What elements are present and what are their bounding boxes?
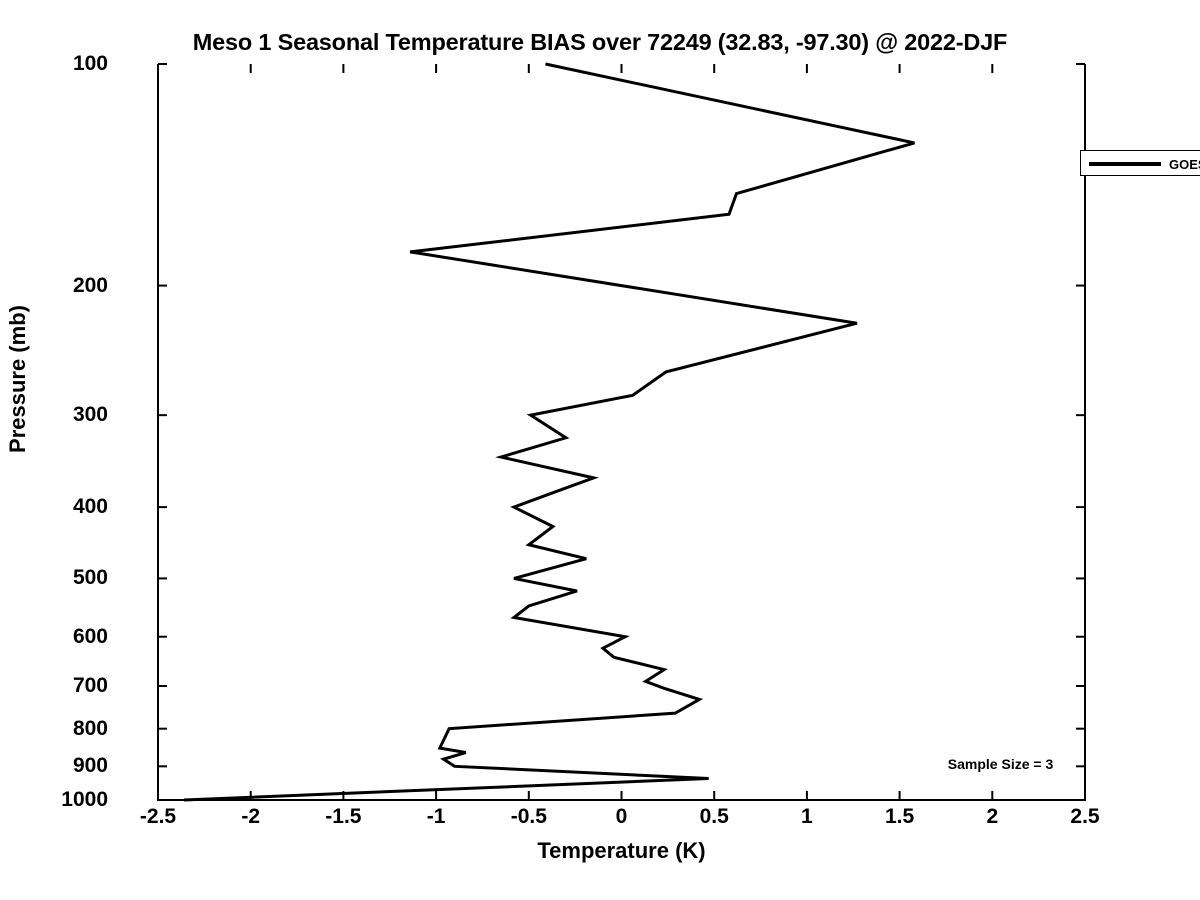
x-tick-label: -0.5	[510, 805, 547, 828]
y-tick-label: 900	[72, 754, 108, 778]
x-tick-label: -2	[241, 805, 261, 828]
x-tick-label: -1.5	[325, 805, 362, 828]
chart-title: Meso 1 Seasonal Temperature BIAS over 72…	[192, 29, 1008, 55]
axis-frame	[157, 64, 1086, 801]
y-tick-label: 1000	[61, 788, 108, 811]
y-tick-label: 700	[72, 673, 108, 697]
x-tick-label: 2.5	[1070, 805, 1100, 828]
x-tick-label: -2.5	[139, 805, 177, 828]
tick-marks	[157, 63, 1086, 801]
y-tick-label: 200	[72, 273, 108, 297]
y-tick-label: 800	[72, 716, 108, 740]
x-tick-label: 1.5	[884, 805, 915, 828]
x-tick-label: 1	[801, 805, 813, 828]
legend-line-swatch	[1089, 162, 1161, 166]
sample-size-annotation: Sample Size = 3	[947, 755, 1054, 772]
y-tick-label: 500	[72, 566, 108, 590]
y-tick-label: 600	[72, 624, 108, 648]
x-tick-label: -1	[426, 805, 446, 828]
y-tick-label: 100	[72, 52, 108, 75]
x-tick-label: 0.5	[699, 805, 729, 828]
x-tick-label: 0	[615, 805, 628, 828]
plot-svg	[157, 62, 1086, 802]
y-axis-title: Pressure (mb)	[5, 305, 30, 453]
y-tick-label: 400	[72, 495, 108, 519]
x-axis-title: Temperature (K)	[537, 838, 706, 863]
data-lines	[183, 62, 915, 802]
x-tick-label: 2	[986, 805, 999, 828]
y-tick-label: 300	[72, 403, 108, 427]
data-line-goes-16	[183, 62, 915, 802]
axis-spines	[157, 64, 1086, 801]
